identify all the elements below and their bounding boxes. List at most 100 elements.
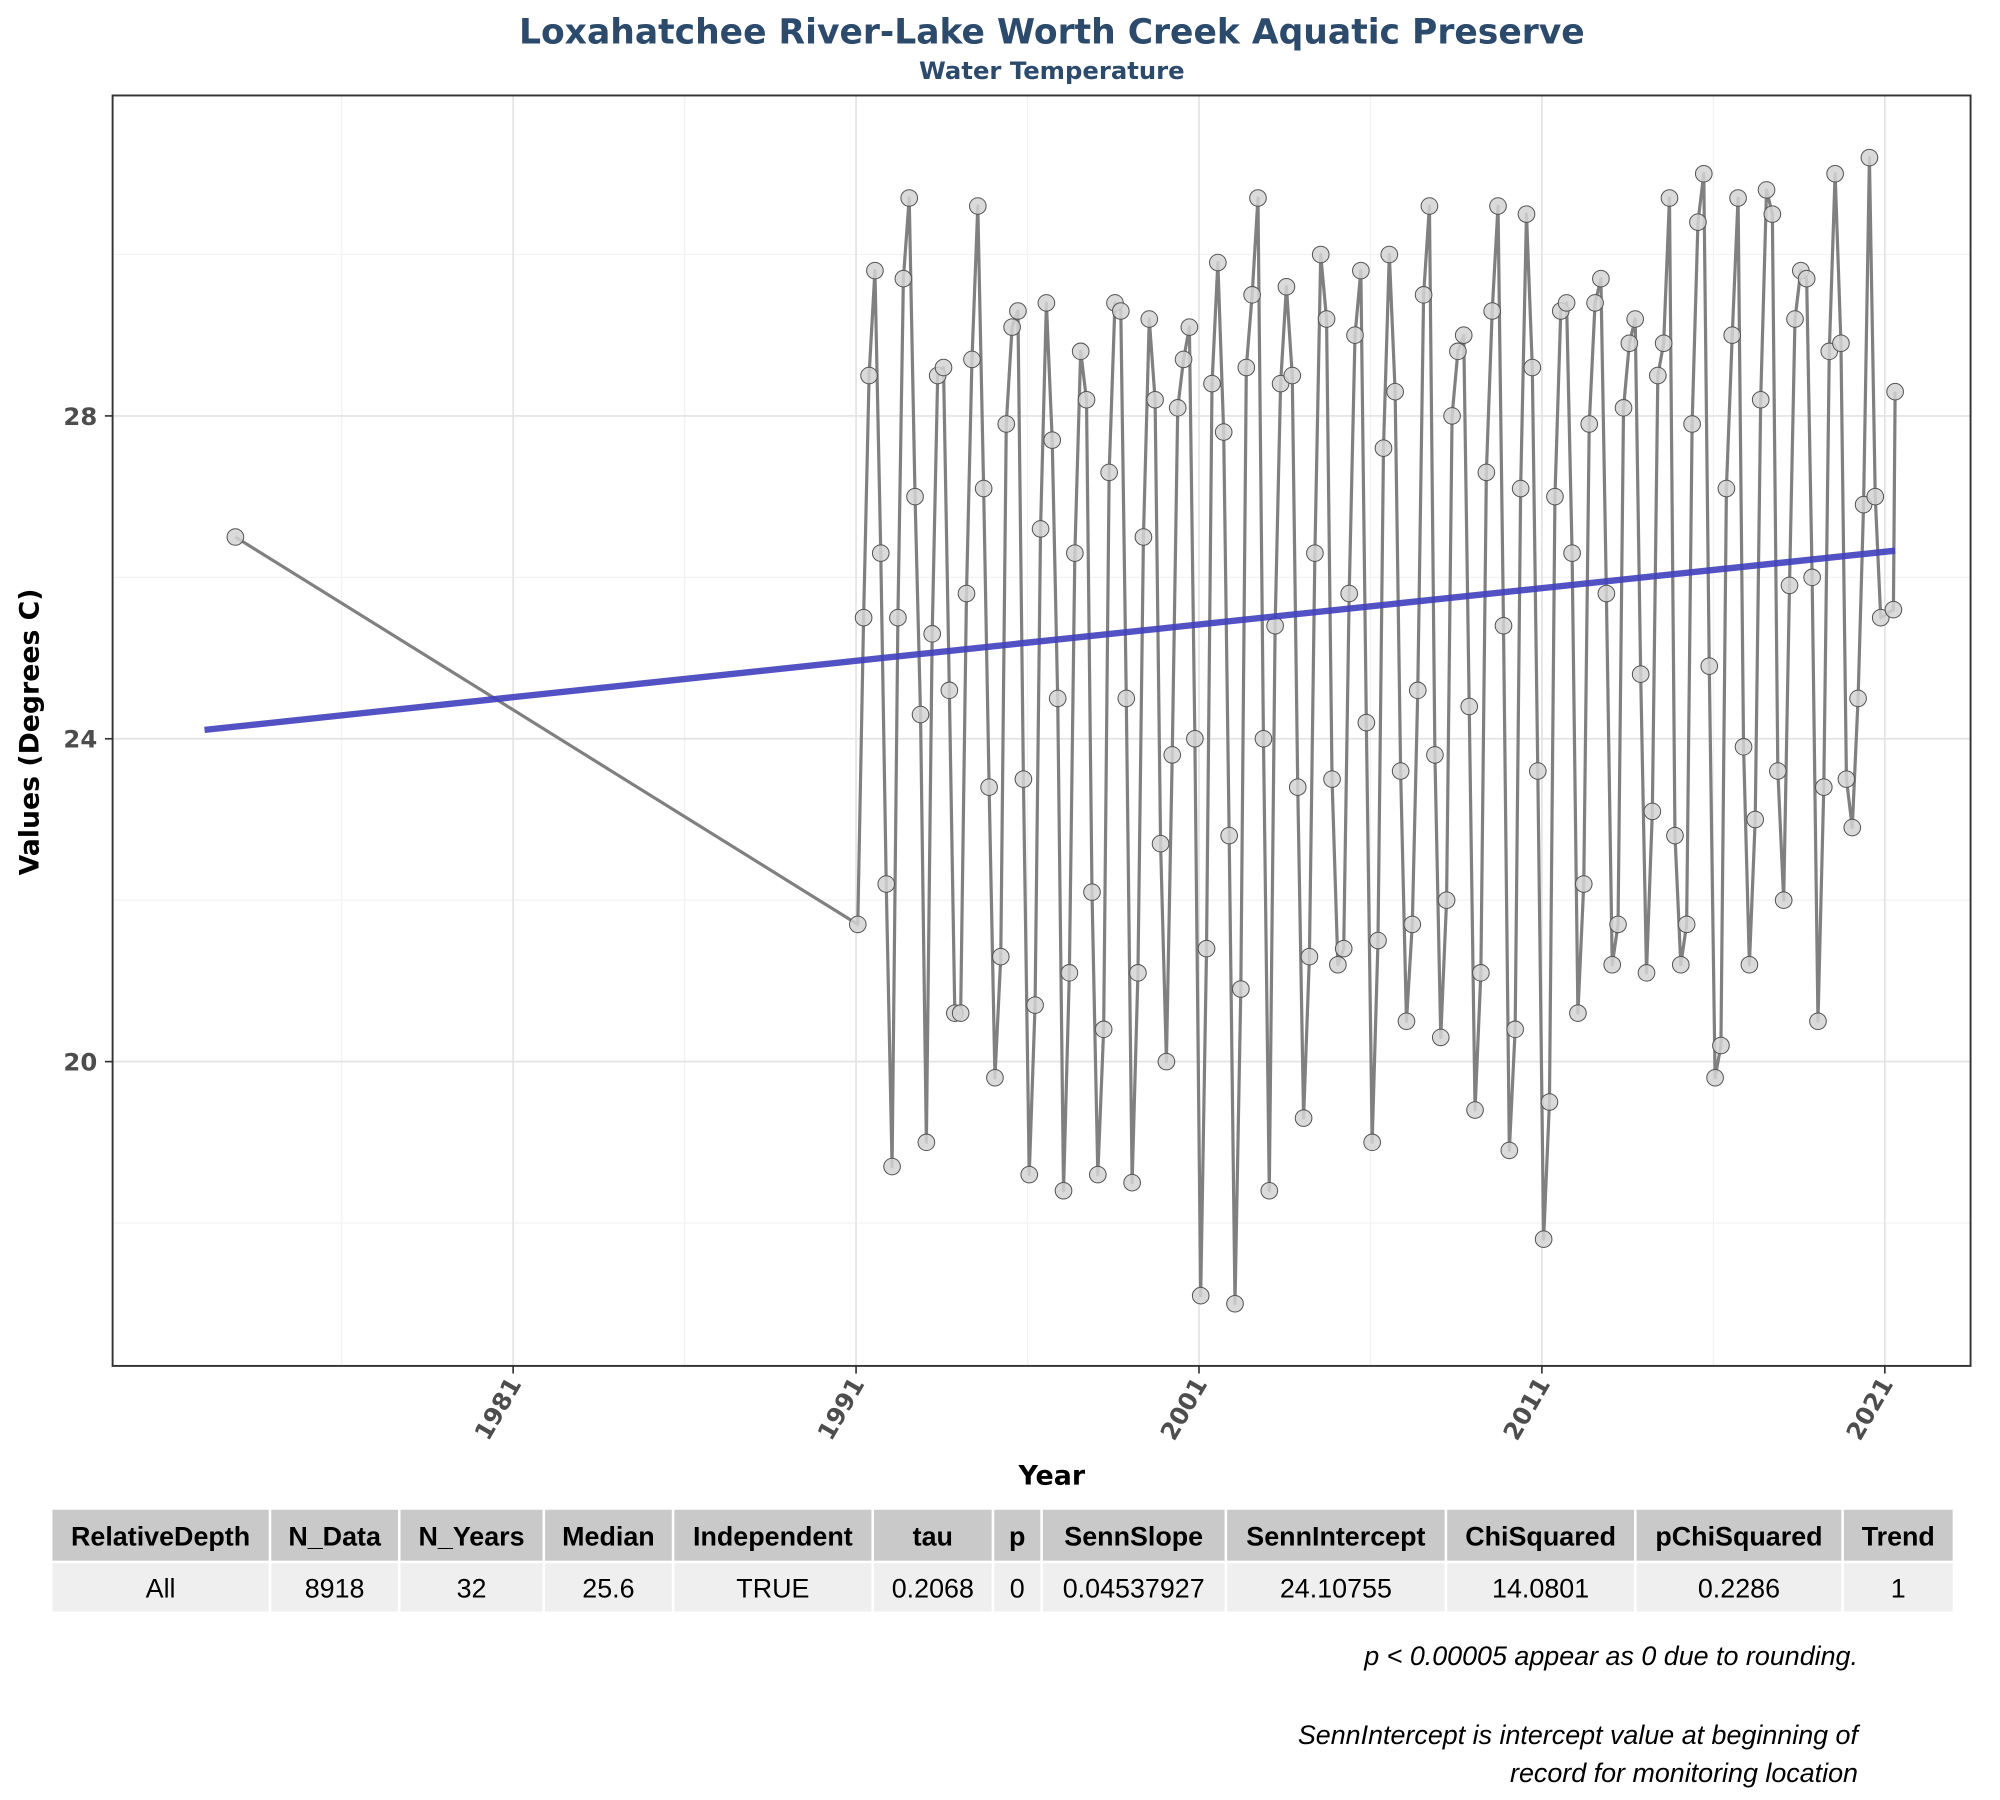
header-text: ChiSquared [1465, 1521, 1616, 1551]
data-point [1871, 608, 1890, 627]
data-point [1511, 479, 1530, 498]
data-point [1723, 326, 1742, 344]
data-point [1134, 528, 1153, 546]
data-point [1237, 358, 1256, 377]
data-point [991, 947, 1010, 966]
data-point [1083, 883, 1101, 901]
cell-text: 0 [1010, 1574, 1025, 1604]
data-point [1009, 302, 1027, 320]
data-point [1066, 544, 1084, 562]
note-text: record for monitoring location [1510, 1758, 1858, 1788]
data-point [1140, 310, 1159, 328]
data-point [1637, 964, 1656, 982]
data-point [1220, 826, 1238, 845]
header-cell [1042, 1509, 1225, 1561]
data-point [1706, 1068, 1724, 1087]
header-text: SennSlope [1064, 1521, 1203, 1551]
data-point [1454, 326, 1473, 344]
data-point [1523, 358, 1542, 377]
data-point [1460, 697, 1479, 716]
data-point [917, 1133, 936, 1152]
data-point [848, 915, 867, 934]
data-point [1214, 423, 1233, 441]
data-point [860, 366, 878, 385]
header-text: RelativeDepth [71, 1521, 250, 1551]
data-point [1146, 390, 1164, 409]
data-point [1643, 802, 1662, 821]
data-point [1174, 350, 1193, 369]
data-point [1020, 1165, 1039, 1184]
data-point [1329, 955, 1347, 974]
data-point [854, 608, 873, 627]
data-point [871, 544, 890, 562]
data-point [986, 1068, 1004, 1087]
data-point [1117, 689, 1136, 708]
data-point [1866, 487, 1885, 506]
data-point [1734, 738, 1753, 756]
plot-border [111, 94, 1972, 1367]
data-point [1757, 181, 1776, 199]
data-point [1163, 746, 1182, 764]
data-point [1683, 415, 1701, 433]
data-point [1489, 197, 1507, 215]
data-point [1528, 762, 1547, 780]
data-point [1048, 689, 1067, 708]
data-point [1054, 1181, 1073, 1200]
data-point [1483, 302, 1502, 320]
data-point [889, 608, 907, 627]
data-point [1420, 197, 1439, 215]
data-point [1294, 1109, 1313, 1127]
data-point [1243, 286, 1261, 304]
data-point [1340, 584, 1359, 603]
table-cell [400, 1563, 543, 1612]
header-cell [271, 1509, 398, 1561]
grid [112, 95, 1971, 1366]
header-text: p [1009, 1521, 1025, 1551]
y-tick-label: 24 [63, 725, 97, 754]
data-point [1717, 479, 1736, 498]
note-text: p < 0.00005 appear as 0 due to rounding. [1363, 1641, 1858, 1671]
data-point [1186, 729, 1204, 748]
data-point [1534, 1230, 1553, 1248]
data-point [1506, 1020, 1524, 1039]
data-point [940, 681, 959, 700]
data-point [1391, 762, 1410, 780]
data-point [1712, 1036, 1730, 1055]
table-cell [1636, 1563, 1842, 1612]
data-point [1197, 939, 1216, 958]
y-axis-label: Values (Degrees C) [14, 588, 45, 875]
data-point [1226, 1294, 1244, 1313]
cell-text: All [146, 1574, 176, 1604]
data-point [883, 1157, 901, 1176]
data-point [1849, 689, 1867, 708]
data-point [1689, 213, 1707, 231]
data-point [1363, 1133, 1381, 1152]
data-point [1386, 382, 1404, 401]
data-point [911, 705, 930, 724]
table-cell [52, 1563, 269, 1612]
data-point [1597, 584, 1616, 603]
data-point [1352, 261, 1370, 280]
table-cell [1447, 1563, 1635, 1612]
data-point [900, 189, 919, 207]
data-point [1288, 778, 1307, 796]
data-point [1311, 245, 1330, 264]
table-cell [994, 1563, 1041, 1612]
data-point [1837, 770, 1856, 788]
table-cell [271, 1563, 398, 1612]
data-point [1472, 964, 1490, 982]
data-point [877, 875, 896, 893]
data-point [1397, 1012, 1416, 1031]
data-point [1648, 366, 1667, 385]
data-point [1786, 310, 1804, 328]
data-point [1334, 939, 1353, 958]
header-text: Trend [1862, 1521, 1935, 1551]
data-point [1283, 366, 1302, 385]
data-point [1231, 980, 1250, 998]
note-text: SennIntercept is intercept value at begi… [1298, 1720, 1861, 1750]
data-point [1408, 681, 1427, 700]
data-point [1886, 382, 1904, 401]
data-point [1671, 955, 1690, 974]
data-point [1449, 342, 1467, 361]
